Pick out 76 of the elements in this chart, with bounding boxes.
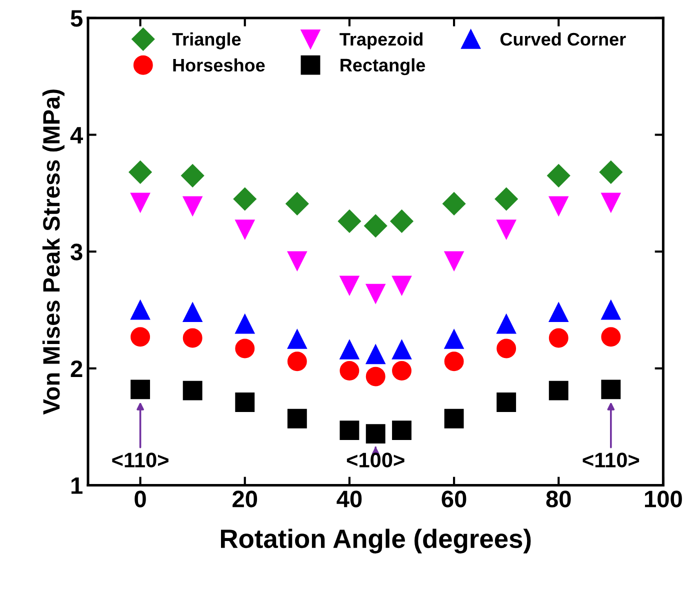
point xyxy=(182,328,202,348)
point xyxy=(235,392,255,412)
point xyxy=(444,408,464,428)
y-tick-label: 1 xyxy=(72,478,82,494)
point xyxy=(390,210,414,233)
point xyxy=(340,361,360,380)
point xyxy=(235,220,255,240)
point xyxy=(366,366,386,386)
point xyxy=(340,340,360,360)
point xyxy=(130,327,150,347)
point xyxy=(392,276,412,296)
y-tick-label: 3 xyxy=(70,244,82,260)
point xyxy=(130,380,150,400)
x-tick-label: 100 xyxy=(644,490,682,508)
legend-label: Horseshoe xyxy=(173,58,265,72)
point xyxy=(130,192,150,212)
point xyxy=(392,420,412,440)
x-tick-label: 20 xyxy=(232,490,258,508)
point xyxy=(287,251,307,271)
annotation: <110> xyxy=(112,452,168,468)
point xyxy=(599,160,622,184)
annotation: <100> xyxy=(346,452,404,468)
point xyxy=(601,300,621,320)
point xyxy=(340,420,360,440)
point xyxy=(496,338,516,358)
point xyxy=(547,164,570,188)
point xyxy=(548,380,568,400)
point xyxy=(340,276,360,296)
legend-label: Triangle xyxy=(172,32,241,50)
point xyxy=(287,329,307,349)
y-axis-title: Von Mises Peak Stress (MPa) xyxy=(42,90,64,415)
point xyxy=(235,314,255,334)
point xyxy=(601,380,621,400)
point xyxy=(392,340,412,360)
y-tick-label: 4 xyxy=(70,127,84,144)
legend-label: Curved Corner xyxy=(500,32,626,46)
legend-label: Rectangle xyxy=(340,58,426,76)
point xyxy=(286,192,309,216)
x-tick-label: 0 xyxy=(134,490,146,508)
point xyxy=(128,160,152,184)
point xyxy=(548,328,568,348)
point xyxy=(235,338,255,358)
point xyxy=(182,302,202,322)
point xyxy=(496,220,516,240)
point xyxy=(494,188,518,211)
legend-label: Trapezoid xyxy=(340,32,422,50)
point xyxy=(442,192,466,216)
point xyxy=(548,302,568,322)
point xyxy=(233,188,256,211)
point xyxy=(444,251,464,271)
point xyxy=(601,192,621,212)
point xyxy=(364,214,388,238)
y-tick-label: 5 xyxy=(70,10,82,27)
x-tick-label: 80 xyxy=(546,490,571,508)
y-tick-label: 2 xyxy=(70,360,82,377)
point xyxy=(130,300,150,320)
point xyxy=(181,164,204,188)
x-tick-label: 60 xyxy=(442,490,466,508)
point xyxy=(444,329,464,349)
point xyxy=(548,196,568,216)
point xyxy=(287,352,307,372)
point xyxy=(338,210,361,233)
point xyxy=(444,352,464,372)
x-axis-title: Rotation Angle (degrees) xyxy=(221,528,531,554)
point xyxy=(182,196,202,216)
point xyxy=(601,327,621,347)
point xyxy=(366,344,386,364)
point xyxy=(366,284,386,304)
point xyxy=(496,314,516,334)
point xyxy=(496,392,516,412)
point xyxy=(182,380,202,400)
x-tick-label: 40 xyxy=(336,490,362,508)
point xyxy=(287,408,307,428)
point xyxy=(366,424,386,444)
annotation: <110> xyxy=(582,452,640,468)
point xyxy=(392,361,412,380)
